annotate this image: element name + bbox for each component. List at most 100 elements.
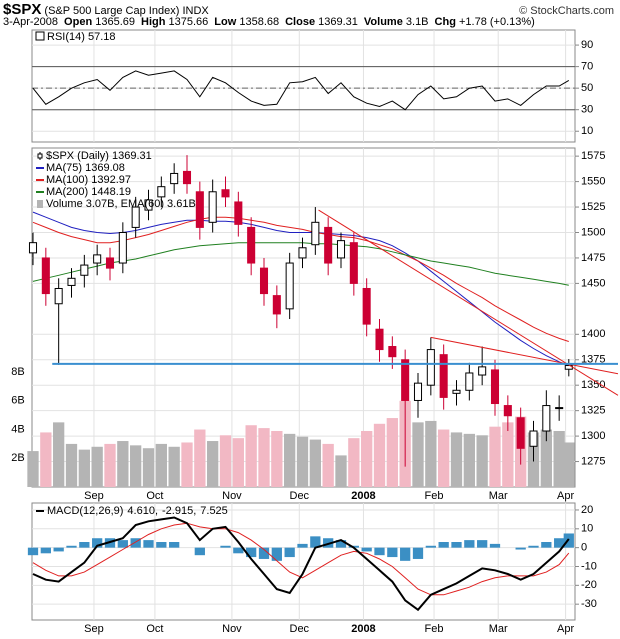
candle-body — [118, 231, 127, 264]
x-tick-label: Mar — [489, 623, 508, 635]
field-value: 3.1B — [405, 16, 429, 28]
histogram-bar — [284, 547, 295, 558]
legend-swatch — [35, 31, 45, 41]
field-label: Chg — [434, 16, 456, 28]
exchange: INDX — [182, 5, 209, 17]
histogram-bar — [400, 547, 411, 561]
histogram-bar — [374, 547, 385, 556]
volume-tick-label: 8B — [11, 366, 24, 378]
volume-bar — [232, 438, 244, 487]
y-tick-label: 1275 — [581, 455, 605, 467]
candle-body — [362, 287, 371, 325]
volume-bar — [373, 423, 386, 487]
candle-body — [80, 264, 89, 276]
volume-bar — [78, 449, 90, 487]
histogram-bar — [438, 542, 449, 548]
volume-bar — [168, 446, 180, 487]
legend-label: MA(200) 1448.19 — [46, 186, 131, 198]
volume-bar — [296, 436, 309, 487]
candle-body — [285, 262, 294, 310]
x-tick-label: Nov — [222, 490, 242, 502]
candle-body — [349, 242, 358, 284]
y-tick-label: 0 — [581, 542, 587, 554]
volume-bar — [142, 448, 155, 487]
volume-tick-label: 6B — [11, 395, 24, 407]
candle-body — [195, 191, 204, 228]
histogram-bar — [246, 547, 257, 558]
volume-bar — [207, 441, 219, 487]
field-label: High — [141, 16, 166, 28]
histogram-bar — [117, 540, 128, 548]
x-tick-label: 2008 — [351, 490, 375, 502]
y-tick-label: 1350 — [581, 379, 605, 391]
y-tick-label: 1500 — [581, 226, 605, 238]
candle-body — [452, 389, 461, 394]
histogram-bar — [412, 547, 424, 559]
legend-label: RSI(14) 57.18 — [47, 31, 115, 43]
macd-line — [32, 516, 570, 612]
volume-bar — [309, 439, 321, 487]
volume-bar — [258, 428, 270, 487]
volume-bar — [284, 433, 296, 487]
y-tick-label: 1300 — [581, 430, 605, 442]
header: $SPX (S&P 500 Large Cap Index) INDX — [3, 1, 209, 18]
legend-swatch — [37, 153, 43, 159]
candle-body — [529, 430, 538, 447]
y-tick-label: 90 — [581, 39, 593, 51]
legend-label: 7.525 — [200, 505, 228, 517]
histogram-bar — [477, 540, 488, 548]
histogram-bar — [156, 542, 167, 548]
candle-body — [401, 359, 410, 401]
candle-body — [170, 172, 179, 185]
histogram-bar — [194, 547, 205, 556]
candle-body — [208, 191, 217, 223]
field-value: 1365.69 — [95, 16, 135, 28]
y-tick-label: 50 — [581, 82, 593, 94]
histogram-bar — [451, 542, 462, 548]
histogram-bar — [554, 538, 565, 548]
histogram-bar — [66, 545, 77, 548]
volume-bar — [27, 451, 39, 487]
y-tick-label: -10 — [581, 560, 597, 572]
volume-bar — [155, 443, 167, 487]
y-tick-label: 1325 — [581, 405, 605, 417]
field-value: 1358.68 — [239, 16, 280, 28]
volume-bar — [130, 445, 142, 487]
candle-body — [426, 349, 435, 386]
volume-bar — [181, 442, 193, 487]
candle-body — [413, 382, 423, 401]
candle-body — [490, 369, 500, 405]
copyright: © StockCharts.com — [519, 5, 614, 17]
y-tick-label: -30 — [581, 598, 597, 610]
x-tick-label: Feb — [425, 623, 444, 635]
histogram-bar — [271, 547, 282, 561]
volume-bar — [386, 418, 398, 487]
panel — [31, 29, 576, 143]
candle-body — [465, 372, 474, 391]
y-tick-label: 1550 — [581, 176, 605, 188]
candle-body — [131, 206, 140, 228]
field-value: +1.78 (+0.13%) — [458, 16, 535, 28]
histogram-bar — [130, 538, 141, 548]
candle-body — [311, 221, 320, 246]
histogram-bar — [233, 547, 244, 554]
histogram-bar — [92, 538, 103, 548]
histogram-bar — [258, 547, 270, 559]
volume-bar — [348, 438, 360, 487]
volume-bar — [563, 442, 575, 487]
volume-bar — [450, 432, 463, 487]
date: 3-Apr-2008 — [3, 16, 59, 28]
volume-bar — [91, 446, 103, 487]
histogram-bar — [528, 545, 539, 548]
y-tick-label: 10 — [581, 523, 593, 535]
legend-swatch — [37, 200, 43, 208]
y-tick-label: 20 — [581, 504, 593, 516]
histogram-bar — [489, 543, 501, 548]
candle-body — [182, 170, 192, 185]
candle-body — [259, 267, 269, 295]
candle-body — [324, 226, 333, 264]
legend-label: -2.915, — [162, 505, 196, 517]
x-tick-label: Apr — [557, 623, 574, 635]
index-name: (S&P 500 Large Cap Index) — [44, 5, 180, 17]
